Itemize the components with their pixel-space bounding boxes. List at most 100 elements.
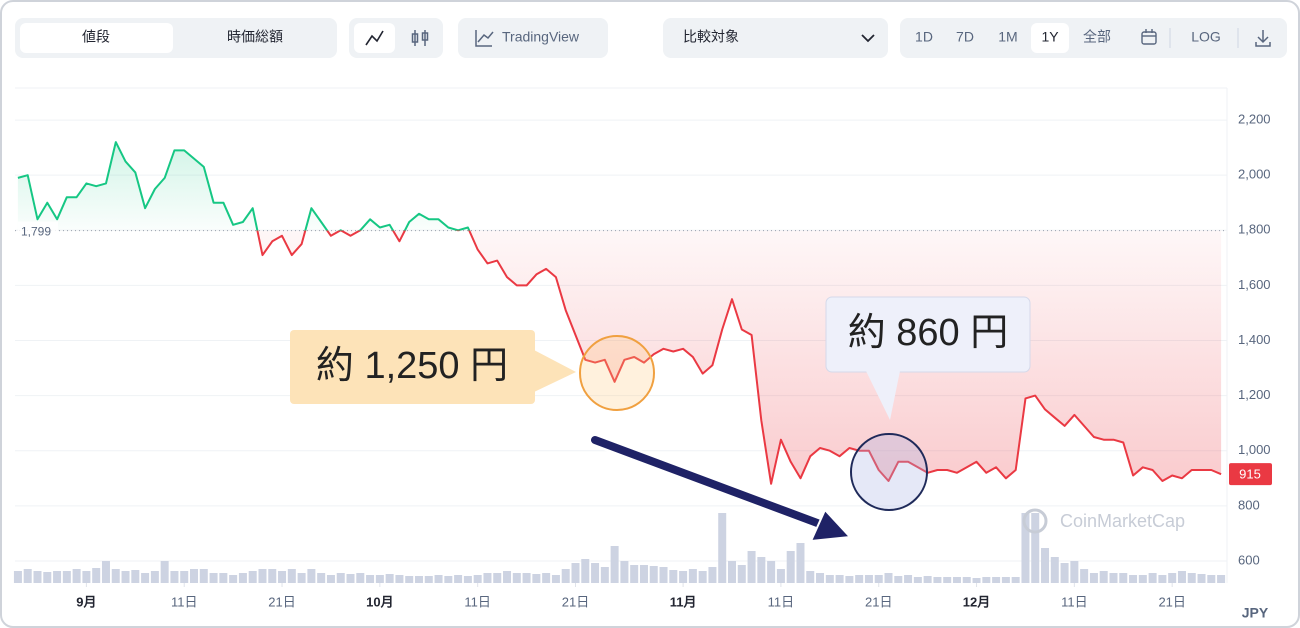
volume-bar	[933, 577, 942, 583]
volume-bar	[229, 575, 238, 583]
x-tick-label: 11日	[464, 594, 491, 609]
volume-bar	[1207, 575, 1216, 583]
volume-bar	[1119, 573, 1128, 583]
volume-bar	[13, 571, 22, 583]
range-button[interactable]: 1M	[998, 29, 1017, 45]
volume-bar	[522, 573, 531, 583]
compare-dropdown[interactable]	[663, 18, 888, 58]
compare-label: 比較対象	[683, 29, 739, 45]
volume-bar	[913, 577, 922, 583]
callout	[290, 330, 535, 404]
volume-bar	[356, 573, 365, 583]
volume-bar	[1089, 573, 1098, 583]
volume-bar	[835, 575, 844, 583]
volume-bar	[884, 573, 893, 583]
volume-bar	[796, 543, 805, 583]
x-tick-label: 9月	[76, 594, 96, 609]
highlight-circle	[579, 335, 655, 411]
volume-bar	[258, 569, 267, 583]
candle-icon[interactable]	[411, 30, 429, 46]
last-price-tag	[1229, 463, 1272, 486]
volume-bar	[414, 576, 423, 583]
range-group	[900, 18, 1287, 58]
volume-bar	[307, 569, 316, 583]
line-icon	[365, 30, 384, 46]
volume-bar	[444, 576, 453, 583]
volume-bar	[982, 577, 991, 583]
volume-bar	[952, 577, 961, 583]
tab[interactable]: 時価総額	[227, 29, 283, 45]
volume-bar	[972, 578, 981, 583]
range-button[interactable]: 7D	[956, 29, 974, 45]
calendar-icon[interactable]	[1141, 29, 1157, 45]
volume-bar	[669, 570, 678, 583]
x-tick-label: 11日	[768, 594, 795, 609]
y-tick-label: 1,400	[1238, 332, 1271, 347]
volume-bar	[405, 576, 414, 583]
volume-bar	[82, 571, 91, 583]
volume-bar	[463, 576, 472, 583]
volume-bar	[571, 563, 580, 583]
volume-bar	[346, 574, 355, 583]
volume-bar	[92, 568, 101, 583]
volume-bar	[786, 551, 795, 583]
range-button[interactable]: 1D	[915, 29, 933, 45]
volume-bar	[473, 575, 482, 583]
range-buttons: 1D 7D 1M 1Y 全部	[915, 23, 1111, 53]
log-button[interactable]: LOG	[1191, 29, 1221, 45]
volume-bar	[287, 569, 296, 583]
volume-bar	[209, 573, 218, 583]
volume-bar	[845, 576, 854, 583]
volume-bar	[1109, 573, 1118, 583]
volume-bar	[160, 561, 169, 583]
volume-bar	[72, 569, 81, 583]
range-button[interactable]: 1Y	[1041, 29, 1059, 45]
baseline-label: 1,799	[21, 225, 51, 239]
volume-bar	[1080, 569, 1089, 583]
watermark-logo	[1022, 508, 1048, 534]
tab[interactable]: 値段	[82, 29, 110, 45]
volume-bar	[1001, 577, 1010, 583]
volume-bar	[806, 571, 815, 583]
volume-bar	[493, 573, 502, 583]
volume-bar	[1138, 575, 1147, 583]
volume-bar	[1011, 577, 1020, 583]
volume-bar	[591, 563, 600, 583]
x-tick-label: 21日	[268, 594, 295, 609]
volume-bar	[1187, 573, 1196, 583]
x-tick-label: 21日	[865, 594, 892, 609]
y-tick-label: 1,600	[1238, 277, 1271, 292]
volume-bar	[1129, 575, 1138, 583]
volume-bar	[992, 577, 1001, 583]
volume-bar	[630, 565, 639, 583]
callout-text: 約 1,250 円	[316, 345, 508, 387]
volume-bar	[943, 577, 952, 583]
highlight-circle	[850, 433, 928, 511]
annotations: 約 1,250 円 約 860 円	[290, 296, 1031, 543]
range-button[interactable]: 全部	[1083, 29, 1111, 45]
volume-bar	[767, 561, 776, 583]
chevron	[861, 34, 875, 43]
tradingview-button[interactable]	[458, 18, 608, 58]
tradingview-label: TradingView	[502, 29, 580, 45]
volume-bar	[23, 569, 32, 583]
volume-bar	[816, 573, 825, 583]
x-tick-label: 11日	[1061, 594, 1088, 609]
download-icon[interactable]	[1255, 30, 1271, 47]
plot: 1,799 915	[15, 141, 1272, 486]
y-tick-label: 1,000	[1238, 442, 1271, 457]
volume-bar	[1177, 571, 1186, 583]
volume-bar	[53, 571, 62, 583]
volume-bar	[1041, 548, 1050, 583]
active-range	[1031, 23, 1069, 53]
volume-bar	[620, 561, 629, 583]
active-tab	[20, 23, 173, 53]
volume-bar	[581, 559, 590, 583]
price-line	[17, 141, 1222, 485]
volume-bar	[248, 571, 257, 583]
tv-icon	[475, 30, 492, 47]
volume-bar	[825, 575, 834, 583]
volume-bar	[855, 575, 864, 583]
volume-bar	[659, 567, 668, 583]
volume-bar	[679, 571, 688, 583]
